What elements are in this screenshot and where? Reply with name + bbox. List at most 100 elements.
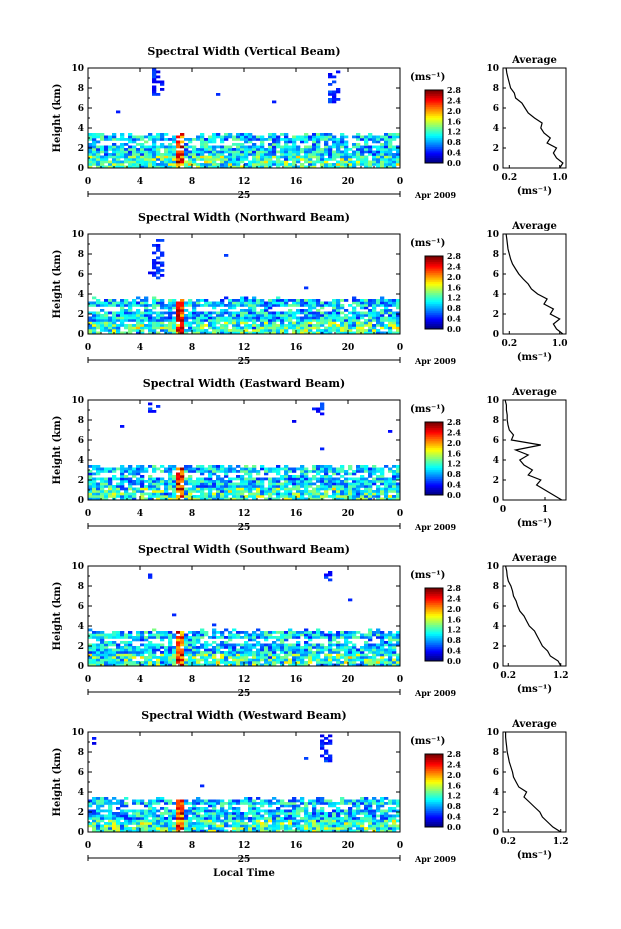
heatmap-cell — [100, 819, 105, 823]
heatmap-cell — [324, 465, 329, 468]
heatmap-cell — [200, 311, 205, 315]
heatmap-cell — [376, 651, 381, 654]
heatmap-cell — [344, 487, 349, 491]
heatmap-cell — [244, 311, 249, 315]
heatmap-cell — [172, 160, 177, 164]
x-tick-label: 0 — [397, 509, 403, 519]
heatmap-cell — [144, 658, 149, 662]
heatmap-cell — [240, 490, 245, 493]
heatmap-cell — [324, 829, 329, 833]
heatmap-cell — [380, 633, 385, 637]
heatmap-cell — [292, 646, 297, 649]
heatmap-cell — [380, 648, 385, 652]
heatmap-cell — [256, 299, 261, 302]
heatmap-cell — [172, 321, 177, 325]
heatmap-cell — [360, 663, 365, 667]
colorbar-swatch — [425, 644, 443, 647]
heatmap-cell — [360, 138, 365, 141]
heatmap-cell — [112, 148, 117, 151]
heatmap-cell — [304, 482, 309, 486]
heatmap-cell — [156, 93, 161, 96]
heatmap-cell — [156, 148, 161, 151]
heatmap — [88, 68, 401, 169]
heatmap-cell — [388, 467, 393, 471]
heatmap-cell — [256, 802, 261, 805]
heatmap-cell — [180, 321, 185, 325]
heatmap-cell — [140, 490, 145, 493]
heatmap-cell — [336, 477, 341, 481]
heatmap-cell — [352, 814, 357, 818]
heatmap-cell — [184, 817, 189, 820]
colorbar-swatch — [425, 626, 443, 629]
heatmap-cell — [284, 827, 289, 830]
heatmap-cell — [92, 140, 97, 144]
heatmap-cell — [304, 299, 309, 302]
heatmap-cell — [300, 324, 305, 327]
average-y-tick-label: 8 — [493, 582, 499, 592]
heatmap-cell — [128, 653, 133, 657]
colorbar-swatch — [425, 133, 443, 137]
heatmap-cell — [192, 656, 197, 659]
heatmap-cell — [304, 487, 309, 491]
heatmap-cell — [288, 817, 293, 820]
heatmap-cell — [392, 324, 397, 327]
x-tick-label: 20 — [342, 343, 355, 353]
colorbar-swatch — [425, 159, 443, 162]
heatmap-cell — [172, 477, 177, 481]
heatmap-cell — [260, 656, 265, 659]
heatmap-cell — [328, 153, 333, 156]
heatmap-cell — [104, 490, 109, 493]
heatmap-cell — [236, 809, 241, 813]
heatmap-cell — [132, 311, 137, 315]
heatmap-cell — [256, 636, 261, 639]
heatmap-cell — [184, 648, 189, 652]
heatmap-cell — [208, 331, 213, 335]
date-label: 25 — [238, 357, 251, 367]
heatmap-cell — [200, 663, 205, 667]
heatmap-cell — [232, 329, 237, 332]
heatmap-cell — [276, 165, 281, 169]
heatmap-cell — [260, 809, 265, 813]
heatmap-cell — [272, 661, 277, 664]
heatmap-cell — [172, 331, 177, 335]
heatmap-cell — [232, 817, 237, 820]
heatmap-cell — [212, 472, 217, 476]
heatmap-cell — [132, 472, 137, 476]
heatmap-cell — [316, 140, 321, 144]
heatmap-cell — [300, 827, 305, 830]
heatmap-cell — [120, 482, 125, 486]
heatmap-cell — [264, 829, 269, 833]
heatmap-cell — [244, 490, 249, 493]
heatmap-cell — [192, 153, 197, 156]
heatmap-cell — [272, 140, 277, 144]
heatmap-cell — [216, 319, 221, 322]
heatmap-cell — [120, 163, 125, 166]
heatmap-cell — [140, 492, 145, 496]
heatmap-cell — [224, 824, 229, 828]
heatmap-cell — [376, 138, 381, 141]
heatmap-cell — [116, 631, 121, 634]
heatmap-cell — [132, 809, 137, 813]
heatmap-cell — [188, 467, 193, 471]
heatmap-cell — [216, 661, 221, 664]
heatmap-cell — [344, 819, 349, 823]
heatmap-cell — [260, 160, 265, 164]
heatmap-cell — [332, 95, 337, 99]
heatmap-cell — [160, 814, 165, 818]
heatmap-cell — [344, 477, 349, 481]
heatmap-cell — [176, 301, 181, 305]
heatmap-cell — [292, 477, 297, 481]
heatmap-cell — [176, 329, 181, 332]
heatmap-cell — [380, 311, 385, 315]
colorbar-swatch — [425, 276, 443, 279]
heatmap-cell — [196, 148, 201, 151]
heatmap-cell — [368, 321, 373, 325]
colorbar-swatch — [425, 272, 443, 275]
heatmap-cell — [204, 641, 209, 644]
heatmap-cell — [292, 643, 297, 647]
heatmap-cell — [260, 477, 265, 481]
heatmap-cell — [224, 628, 229, 632]
heatmap-cell — [216, 467, 221, 471]
heatmap-cell — [152, 321, 157, 325]
heatmap-cell — [304, 824, 309, 828]
